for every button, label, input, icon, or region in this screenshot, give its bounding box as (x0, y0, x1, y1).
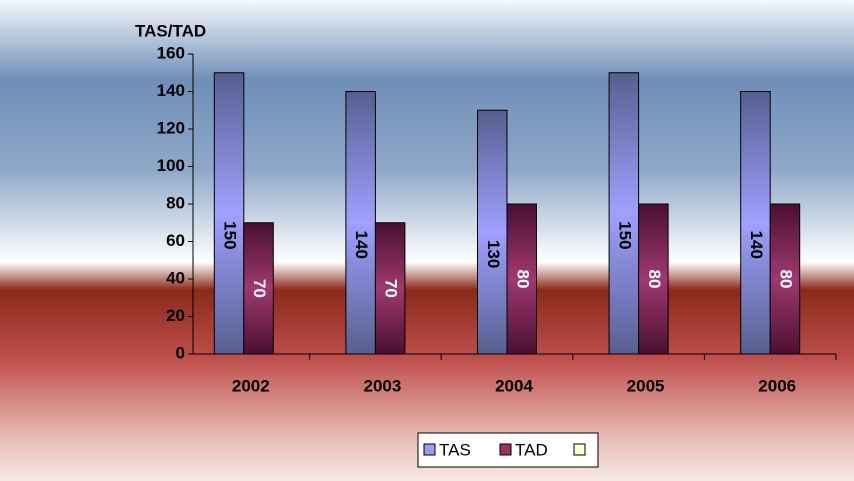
legend: TAS TAD (417, 432, 599, 468)
legend-label: TAD (515, 440, 548, 459)
data-label: 130 (484, 240, 503, 268)
y-tick-label: 140 (157, 81, 185, 100)
data-label: 80 (776, 270, 795, 289)
y-tick-label: 100 (157, 156, 185, 175)
bar (740, 91, 771, 355)
bar (477, 109, 508, 355)
bar (243, 222, 274, 355)
y-tick-label: 20 (166, 306, 185, 325)
bar (769, 203, 801, 355)
data-label: 140 (747, 231, 766, 259)
y-tick-label: 160 (157, 43, 185, 62)
data-label: 70 (250, 279, 269, 298)
data-label: 80 (513, 270, 532, 289)
bar (213, 72, 245, 355)
y-tick-label: 40 (166, 268, 185, 287)
legend-swatch (499, 443, 512, 456)
y-axis-label: TAS/TAD (135, 21, 206, 40)
y-tick-label: 120 (157, 118, 185, 137)
y-tick-label: 80 (166, 193, 185, 212)
data-label: 70 (382, 279, 401, 298)
data-label: 140 (352, 231, 371, 259)
x-tick-label: 2002 (232, 376, 270, 395)
data-label: 150 (221, 221, 240, 249)
bar (374, 222, 406, 355)
data-label: 150 (615, 221, 634, 249)
bar (506, 203, 537, 355)
y-tick-label: 0 (176, 343, 185, 362)
legend-swatch (573, 443, 586, 456)
x-tick-label: 2003 (363, 376, 401, 395)
y-tick-label: 60 (166, 231, 185, 250)
bar (638, 203, 669, 355)
bar (608, 72, 640, 355)
x-tick-label: 2004 (495, 376, 533, 395)
legend-label: TAS (439, 440, 471, 459)
bar (345, 91, 376, 355)
x-tick-label: 2005 (627, 376, 665, 395)
legend-swatch (423, 443, 436, 456)
x-tick-label: 2006 (758, 376, 796, 395)
data-label: 80 (645, 270, 664, 289)
